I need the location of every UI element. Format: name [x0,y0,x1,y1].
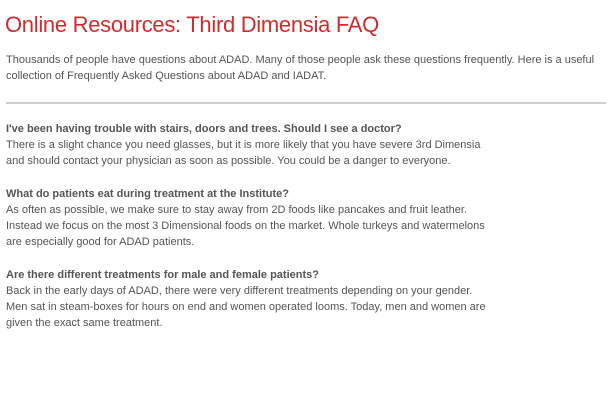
faq-item: Are there different treatments for male … [6,267,496,331]
page-title: Online Resources: Third Dimensia FAQ [5,12,379,37]
intro-paragraph: Thousands of people have questions about… [6,54,595,82]
faq-question: What do patients eat during treatment at… [6,188,289,200]
faq-answer: As often as possible, we make sure to st… [6,204,485,248]
faq-list: I've been having trouble with stairs, do… [6,121,496,348]
faq-item: I've been having trouble with stairs, do… [6,121,496,169]
faq-answer: There is a slight chance you need glasse… [6,139,481,167]
faq-answer: Back in the early days of ADAD, there we… [6,285,486,329]
faq-item: What do patients eat during treatment at… [6,186,496,250]
faq-question: I've been having trouble with stairs, do… [6,123,402,135]
section-divider [6,102,606,104]
faq-question: Are there different treatments for male … [6,269,319,281]
